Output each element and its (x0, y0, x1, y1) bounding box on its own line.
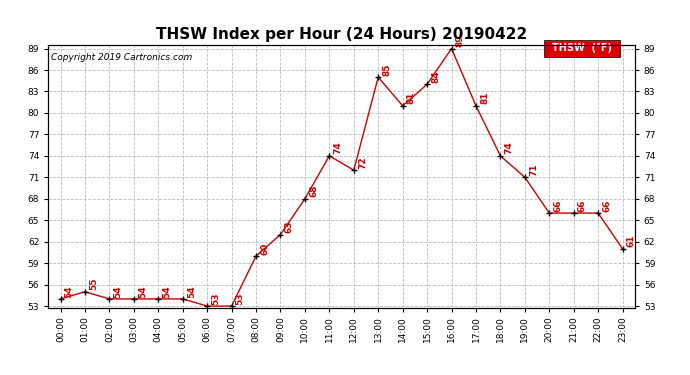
Text: 81: 81 (480, 92, 489, 104)
Text: 55: 55 (89, 278, 98, 290)
Text: 89: 89 (455, 34, 464, 47)
Text: 53: 53 (211, 292, 220, 304)
Text: 81: 81 (407, 92, 416, 104)
Text: 84: 84 (431, 70, 440, 83)
Text: 53: 53 (236, 292, 245, 304)
Text: 61: 61 (627, 235, 635, 248)
Title: THSW Index per Hour (24 Hours) 20190422: THSW Index per Hour (24 Hours) 20190422 (156, 27, 527, 42)
Text: 54: 54 (162, 285, 171, 297)
Text: THSW  (°F): THSW (°F) (552, 43, 612, 53)
Text: 66: 66 (553, 199, 562, 212)
Text: 68: 68 (309, 185, 318, 197)
Text: 85: 85 (382, 63, 391, 76)
Text: Copyright 2019 Cartronics.com: Copyright 2019 Cartronics.com (51, 53, 193, 62)
Text: 72: 72 (358, 156, 367, 169)
Text: 74: 74 (333, 142, 342, 154)
Text: 54: 54 (114, 285, 123, 297)
Text: 71: 71 (529, 163, 538, 176)
Text: 54: 54 (138, 285, 147, 297)
Text: 54: 54 (187, 285, 196, 297)
Text: 66: 66 (602, 199, 611, 212)
Text: 60: 60 (260, 242, 269, 255)
Text: 66: 66 (578, 199, 587, 212)
Text: 54: 54 (65, 285, 74, 297)
Text: 63: 63 (284, 220, 294, 233)
Text: 74: 74 (504, 142, 513, 154)
FancyBboxPatch shape (544, 40, 620, 57)
